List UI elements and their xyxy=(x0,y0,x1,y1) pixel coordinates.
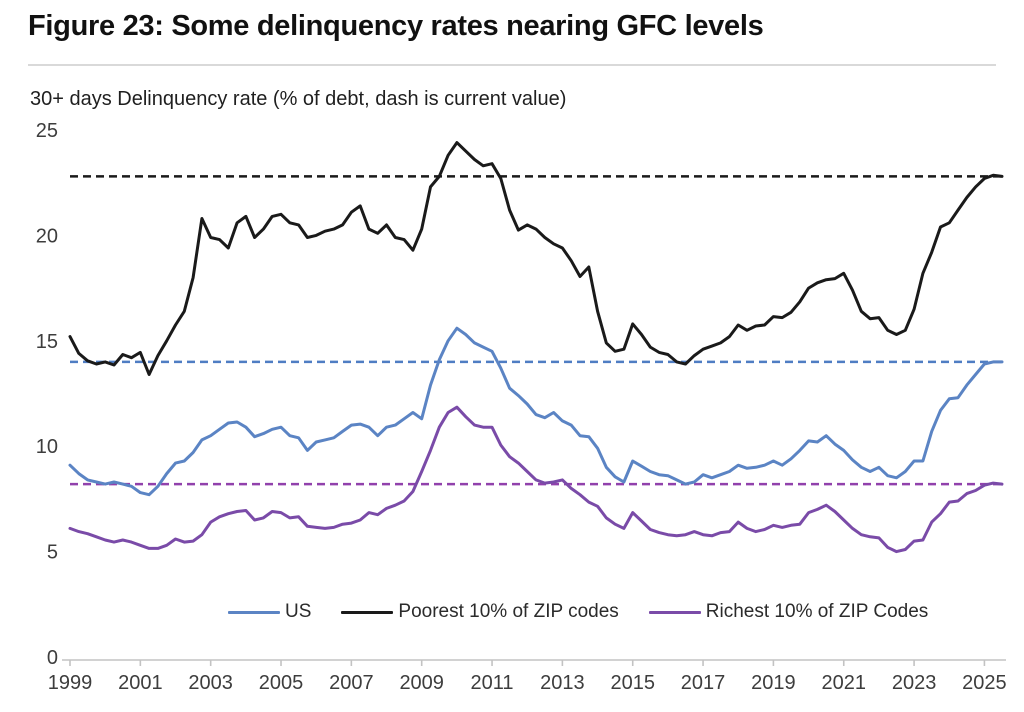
legend-item-poorest: Poorest 10% of ZIP codes xyxy=(341,601,619,623)
x-tick-label: 2005 xyxy=(259,672,304,694)
y-tick-label: 20 xyxy=(36,225,58,247)
x-tick-label: 2009 xyxy=(399,672,444,694)
legend-swatch-us xyxy=(228,610,280,614)
x-tick-label: 2011 xyxy=(471,672,514,694)
y-tick-label: 5 xyxy=(47,542,58,564)
legend-label-poorest: Poorest 10% of ZIP codes xyxy=(398,601,619,622)
figure-title: Figure 23: Some delinquency rates nearin… xyxy=(28,10,764,42)
y-tick-label: 15 xyxy=(36,331,58,353)
x-tick-label: 2001 xyxy=(118,672,163,694)
y-tick-label: 10 xyxy=(36,436,58,458)
axis-note: 30+ days Delinquency rate (% of debt, da… xyxy=(30,88,567,110)
y-tick-label: 25 xyxy=(36,120,58,142)
title-divider xyxy=(28,64,996,66)
x-tick-label: 2007 xyxy=(329,672,374,694)
y-tick-label: 0 xyxy=(47,647,58,669)
x-tick-label: 2021 xyxy=(821,672,866,694)
legend-item-richest: Richest 10% of ZIP Codes xyxy=(648,601,929,623)
legend-label-us: US xyxy=(285,601,312,622)
x-tick-label: 2013 xyxy=(540,672,585,694)
x-tick-label: 2003 xyxy=(188,672,233,694)
x-tick-label: 2019 xyxy=(751,672,796,694)
x-tick-label: 2025 xyxy=(962,672,1007,694)
x-tick-label: 2017 xyxy=(681,672,726,694)
legend-swatch-richest xyxy=(648,610,701,614)
legend-item-us: US xyxy=(228,601,311,623)
x-tick-label: 2015 xyxy=(610,672,655,694)
legend-label-richest: Richest 10% of ZIP Codes xyxy=(705,601,929,622)
legend-swatch-poorest xyxy=(341,610,394,614)
series-line-richest xyxy=(68,405,1004,554)
series-line-us xyxy=(68,326,1004,497)
x-tick-label: 1999 xyxy=(48,672,93,694)
x-tick-label: 2023 xyxy=(892,672,937,694)
series-line-poorest xyxy=(68,141,1004,376)
chart-legend: US Poorest 10% of ZIP codes Richest 10% … xyxy=(228,601,928,623)
